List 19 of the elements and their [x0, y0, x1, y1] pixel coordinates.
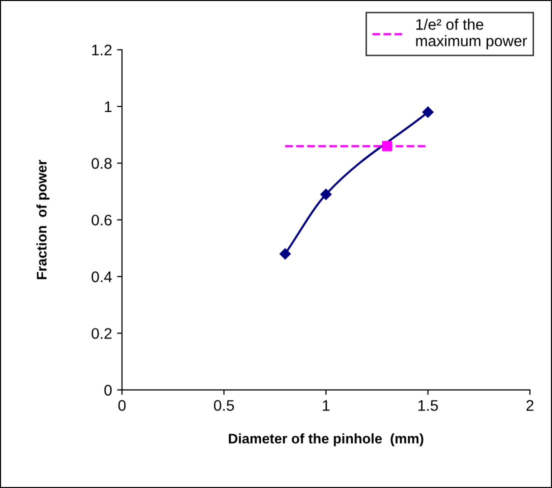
x-tick-label: 2	[526, 400, 534, 411]
point	[382, 141, 392, 152]
x-tick-label: 0.5	[214, 400, 234, 411]
legend-label: 1/e² of the maximum power	[416, 18, 527, 50]
y-tick-label: 0.6	[92, 214, 112, 226]
y-axis-title: Fraction of power	[36, 160, 50, 280]
y-tick-label: 0.4	[92, 271, 112, 282]
point	[280, 248, 291, 260]
x-tick-label: 1.5	[418, 400, 438, 411]
point	[422, 106, 434, 118]
y-tick-label: 0.8	[92, 158, 112, 169]
y-tick-label: 0	[104, 384, 112, 396]
y-tick-label: 0.2	[92, 328, 112, 339]
x-tick-label: 0	[118, 400, 126, 411]
x-axis-title: Diameter of the pinhole (mm)	[228, 433, 424, 446]
y-tick-label: 1.2	[92, 44, 112, 56]
point	[320, 188, 332, 200]
y-tick-label: 1	[104, 101, 112, 112]
x-tick-label: 1	[322, 400, 330, 411]
